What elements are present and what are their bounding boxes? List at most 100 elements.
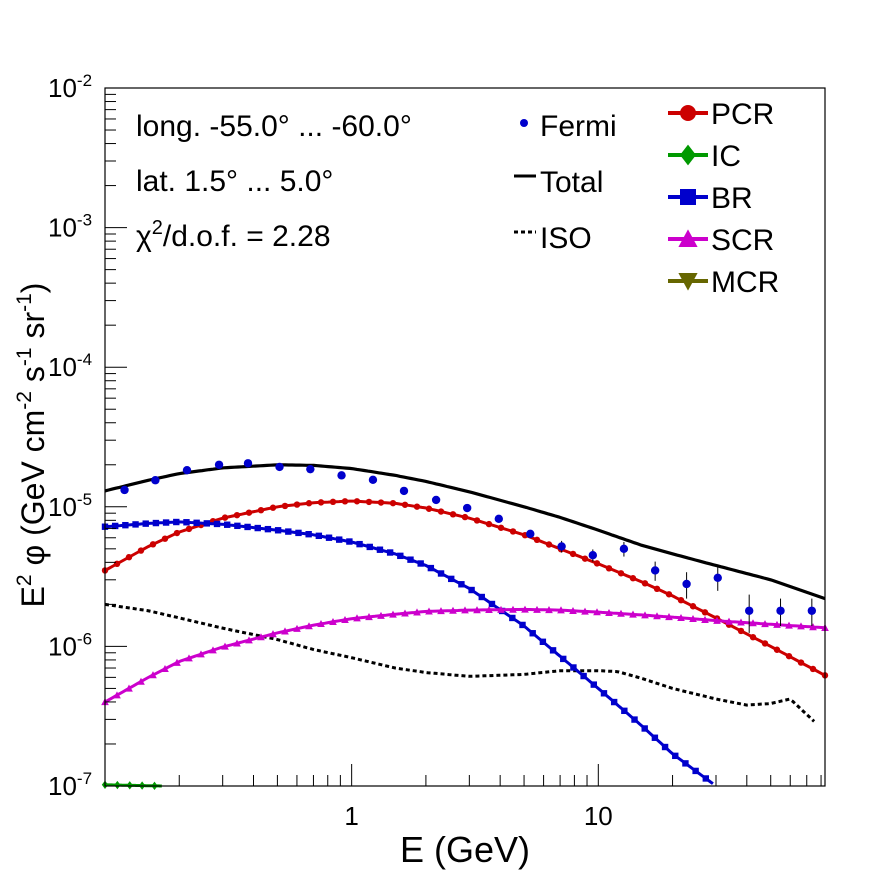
marker-pcr xyxy=(245,509,253,516)
marker-br xyxy=(111,522,119,530)
legend-item-scr: SCR xyxy=(668,224,774,257)
marker-br xyxy=(264,525,272,533)
legend-label: BR xyxy=(711,182,753,215)
legend-marker-fermi xyxy=(520,119,528,127)
marker-br xyxy=(386,549,394,556)
marker-pcr xyxy=(173,529,181,537)
marker-scr xyxy=(581,607,589,615)
marker-br xyxy=(478,593,485,601)
legend-marker-pcr xyxy=(680,105,696,121)
legend-marker-br xyxy=(680,189,696,205)
marker-scr xyxy=(809,623,817,631)
line-iso xyxy=(104,602,816,723)
marker-br xyxy=(183,519,190,526)
series-layer xyxy=(101,463,829,791)
marker-br xyxy=(285,528,292,535)
marker-scr xyxy=(725,617,733,625)
marker-br xyxy=(600,690,608,697)
marker-scr xyxy=(125,684,133,692)
fermi-points-layer xyxy=(120,459,817,633)
marker-br xyxy=(448,575,455,583)
marker-pcr xyxy=(569,550,577,558)
fermi-point xyxy=(650,566,660,575)
fermi-point xyxy=(619,544,629,554)
marker-scr xyxy=(665,613,673,621)
marker-pcr xyxy=(377,499,385,506)
marker-scr xyxy=(713,616,721,624)
y-tick-label: 10-3 xyxy=(48,211,92,243)
y-tick-label: 10-6 xyxy=(48,629,92,661)
marker-br xyxy=(661,743,669,751)
fermi-point xyxy=(431,495,441,505)
marker-pcr xyxy=(149,541,157,548)
marker-br xyxy=(488,600,496,608)
marker-pcr xyxy=(257,506,265,514)
marker-ic xyxy=(114,780,121,790)
marker-br xyxy=(509,614,516,622)
marker-br xyxy=(142,520,149,527)
marker-scr xyxy=(557,606,565,614)
series-iso xyxy=(104,602,816,723)
plot-frame xyxy=(104,87,826,787)
legend-label: SCR xyxy=(711,224,774,257)
fermi-point xyxy=(182,465,192,475)
series-br xyxy=(101,518,714,785)
marker-br xyxy=(162,519,170,526)
tick-labels: 1 10 10-7 10-6 10-5 10-4 10-3 10-2 xyxy=(48,71,613,831)
marker-br xyxy=(519,621,526,629)
series-pcr xyxy=(101,498,829,679)
marker-br xyxy=(132,521,139,528)
marker-br xyxy=(366,543,373,551)
marker-pcr xyxy=(449,511,457,518)
marker-br xyxy=(325,534,333,541)
marker-br xyxy=(213,520,221,528)
marker-br xyxy=(427,564,435,572)
fermi-point xyxy=(776,606,785,615)
legend-label: ISO xyxy=(540,222,592,255)
y-tick-label: 10-7 xyxy=(48,769,92,801)
marker-scr xyxy=(761,620,769,628)
marker-pcr xyxy=(293,501,301,508)
marker-br xyxy=(458,581,465,588)
marker-pcr xyxy=(221,514,229,521)
fermi-point xyxy=(214,460,224,469)
marker-br xyxy=(529,630,536,637)
marker-pcr xyxy=(305,500,313,507)
marker-pcr xyxy=(689,603,697,610)
marker-scr xyxy=(113,691,121,699)
marker-scr xyxy=(629,610,637,618)
marker-pcr xyxy=(401,501,409,508)
marker-scr xyxy=(521,605,529,613)
marker-scr xyxy=(497,605,505,613)
marker-br xyxy=(203,520,211,527)
marker-pcr xyxy=(653,585,661,593)
marker-scr xyxy=(389,610,397,618)
marker-pcr xyxy=(545,541,553,548)
marker-scr xyxy=(173,658,181,666)
marker-pcr xyxy=(329,498,337,506)
line-total xyxy=(104,463,826,601)
marker-scr xyxy=(377,611,385,619)
marker-pcr xyxy=(737,627,745,635)
marker-br xyxy=(580,672,587,680)
marker-br xyxy=(672,752,679,760)
marker-pcr xyxy=(773,646,781,653)
marker-pcr xyxy=(617,570,625,577)
marker-scr xyxy=(401,609,409,617)
marker-scr xyxy=(197,650,205,658)
marker-scr xyxy=(353,614,361,622)
x-tick-label: 1 xyxy=(344,801,358,831)
marker-ic xyxy=(126,781,133,790)
marker-br xyxy=(274,527,282,534)
series-ic xyxy=(101,780,162,791)
marker-br xyxy=(692,767,699,775)
fermi-point xyxy=(275,462,284,472)
fermi-point xyxy=(306,464,315,474)
marker-pcr xyxy=(185,525,193,533)
marker-scr xyxy=(329,617,337,626)
marker-pcr xyxy=(629,575,637,582)
marker-scr xyxy=(305,622,313,630)
marker-pcr xyxy=(533,536,541,544)
marker-br xyxy=(468,586,475,594)
